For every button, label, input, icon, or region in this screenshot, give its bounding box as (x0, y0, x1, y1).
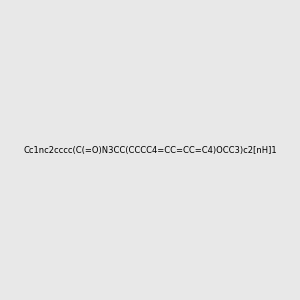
Text: Cc1nc2cccc(C(=O)N3CC(CCCC4=CC=CC=C4)OCC3)c2[nH]1: Cc1nc2cccc(C(=O)N3CC(CCCC4=CC=CC=C4)OCC3… (23, 146, 277, 154)
